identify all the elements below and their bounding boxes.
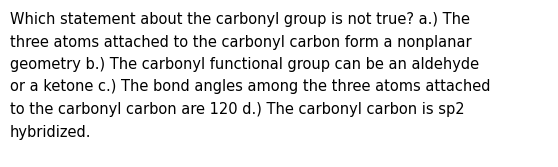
Text: or a ketone c.) The bond angles among the three atoms attached: or a ketone c.) The bond angles among th… bbox=[10, 79, 490, 95]
Text: to the carbonyl carbon are 120 d.) The carbonyl carbon is sp2: to the carbonyl carbon are 120 d.) The c… bbox=[10, 102, 465, 117]
Text: geometry b.) The carbonyl functional group can be an aldehyde: geometry b.) The carbonyl functional gro… bbox=[10, 57, 479, 72]
Text: three atoms attached to the carbonyl carbon form a nonplanar: three atoms attached to the carbonyl car… bbox=[10, 35, 472, 49]
Text: hybridized.: hybridized. bbox=[10, 125, 92, 139]
Text: Which statement about the carbonyl group is not true? a.) The: Which statement about the carbonyl group… bbox=[10, 12, 470, 27]
